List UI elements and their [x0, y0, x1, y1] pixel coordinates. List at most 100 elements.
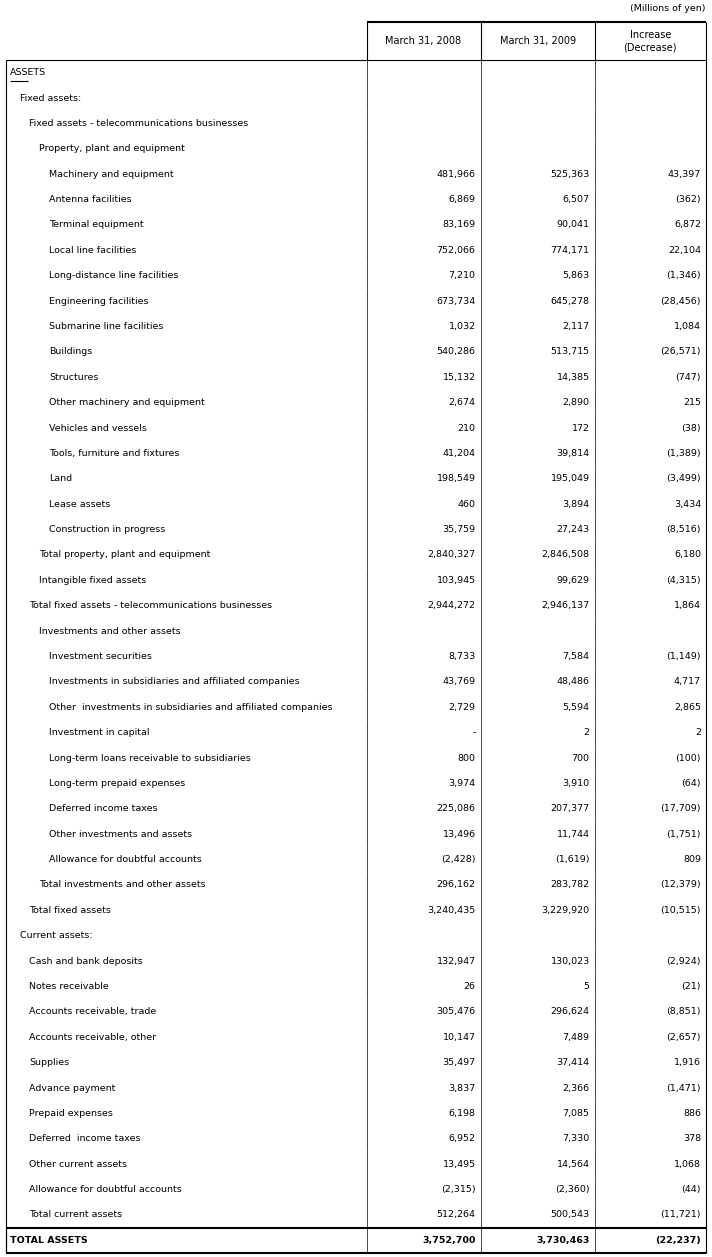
Text: 296,162: 296,162: [436, 880, 476, 890]
Text: March 31, 2009: March 31, 2009: [500, 36, 576, 47]
Text: 283,782: 283,782: [550, 880, 590, 890]
Text: 1,032: 1,032: [449, 322, 476, 331]
Text: 3,910: 3,910: [562, 779, 590, 788]
Text: 5: 5: [584, 982, 590, 991]
Text: Long-term prepaid expenses: Long-term prepaid expenses: [49, 779, 186, 788]
Text: 215: 215: [683, 398, 701, 407]
Text: Allowance for doubtful accounts: Allowance for doubtful accounts: [29, 1185, 182, 1194]
Text: (1,619): (1,619): [555, 855, 590, 864]
Text: Increase
(Decrease): Increase (Decrease): [624, 30, 677, 53]
Text: Vehicles and vessels: Vehicles and vessels: [49, 424, 147, 432]
Text: 7,085: 7,085: [562, 1109, 590, 1117]
Text: Lease assets: Lease assets: [49, 500, 110, 509]
Text: 2,840,327: 2,840,327: [427, 551, 476, 559]
Text: 14,385: 14,385: [557, 373, 590, 382]
Text: 35,759: 35,759: [442, 525, 476, 534]
Text: TOTAL ASSETS: TOTAL ASSETS: [9, 1236, 87, 1244]
Text: (Millions of yen): (Millions of yen): [631, 4, 706, 13]
Text: Deferred  income taxes: Deferred income taxes: [29, 1134, 140, 1144]
Text: (11,721): (11,721): [661, 1210, 701, 1219]
Text: 39,814: 39,814: [557, 449, 590, 458]
Text: Supplies: Supplies: [29, 1058, 69, 1067]
Text: (10,515): (10,515): [661, 906, 701, 915]
Text: 13,495: 13,495: [442, 1160, 476, 1169]
Text: 172: 172: [572, 424, 590, 432]
Text: 3,240,435: 3,240,435: [427, 906, 476, 915]
Text: ASSETS: ASSETS: [9, 68, 46, 77]
Text: 27,243: 27,243: [557, 525, 590, 534]
Text: (28,456): (28,456): [661, 297, 701, 305]
Text: (8,851): (8,851): [666, 1007, 701, 1017]
Text: 296,624: 296,624: [550, 1007, 590, 1017]
Text: 43,397: 43,397: [668, 170, 701, 178]
Text: 6,507: 6,507: [562, 195, 590, 204]
Text: (44): (44): [681, 1185, 701, 1194]
Text: 3,894: 3,894: [562, 500, 590, 509]
Text: 83,169: 83,169: [442, 220, 476, 230]
Text: Property, plant and equipment: Property, plant and equipment: [39, 145, 185, 153]
Text: 1,916: 1,916: [674, 1058, 701, 1067]
Text: 22,104: 22,104: [668, 246, 701, 255]
Text: 90,041: 90,041: [557, 220, 590, 230]
Text: Tools, furniture and fixtures: Tools, furniture and fixtures: [49, 449, 179, 458]
Text: 35,497: 35,497: [442, 1058, 476, 1067]
Text: Machinery and equipment: Machinery and equipment: [49, 170, 174, 178]
Text: 3,229,920: 3,229,920: [542, 906, 590, 915]
Text: 7,330: 7,330: [562, 1134, 590, 1144]
Text: 2,846,508: 2,846,508: [542, 551, 590, 559]
Text: 2,674: 2,674: [449, 398, 476, 407]
Text: 800: 800: [458, 753, 476, 763]
Text: 481,966: 481,966: [436, 170, 476, 178]
Text: 886: 886: [683, 1109, 701, 1117]
Text: 6,869: 6,869: [449, 195, 476, 204]
Text: 4,717: 4,717: [674, 678, 701, 686]
Text: 13,496: 13,496: [442, 830, 476, 838]
Text: 195,049: 195,049: [550, 474, 590, 484]
Text: Construction in progress: Construction in progress: [49, 525, 166, 534]
Text: 6,872: 6,872: [674, 220, 701, 230]
Text: (26,571): (26,571): [661, 347, 701, 357]
Text: 225,086: 225,086: [436, 804, 476, 813]
Text: 37,414: 37,414: [557, 1058, 590, 1067]
Text: Investment securities: Investment securities: [49, 652, 152, 661]
Text: (362): (362): [676, 195, 701, 204]
Text: Antenna facilities: Antenna facilities: [49, 195, 132, 204]
Text: Total fixed assets: Total fixed assets: [29, 906, 111, 915]
Text: Long-distance line facilities: Long-distance line facilities: [49, 272, 179, 280]
Text: 460: 460: [458, 500, 476, 509]
Text: Other  investments in subsidiaries and affiliated companies: Other investments in subsidiaries and af…: [49, 703, 333, 711]
Text: (3,499): (3,499): [666, 474, 701, 484]
Text: Land: Land: [49, 474, 73, 484]
Text: 15,132: 15,132: [442, 373, 476, 382]
Text: Other current assets: Other current assets: [29, 1160, 127, 1169]
Text: (2,657): (2,657): [666, 1033, 701, 1042]
Text: 5,594: 5,594: [562, 703, 590, 711]
Text: 210: 210: [458, 424, 476, 432]
Text: Structures: Structures: [49, 373, 99, 382]
Text: Terminal equipment: Terminal equipment: [49, 220, 144, 230]
Text: Current assets:: Current assets:: [20, 931, 93, 940]
Text: Long-term loans receivable to subsidiaries: Long-term loans receivable to subsidiari…: [49, 753, 251, 763]
Text: 2,890: 2,890: [562, 398, 590, 407]
Text: Total fixed assets - telecommunications businesses: Total fixed assets - telecommunications …: [29, 601, 272, 610]
Text: Fixed assets - telecommunications businesses: Fixed assets - telecommunications busine…: [29, 119, 248, 128]
Text: (2,428): (2,428): [441, 855, 476, 864]
Text: Accounts receivable, trade: Accounts receivable, trade: [29, 1007, 157, 1017]
Text: 513,715: 513,715: [550, 347, 590, 357]
Text: Allowance for doubtful accounts: Allowance for doubtful accounts: [49, 855, 202, 864]
Text: Local line facilities: Local line facilities: [49, 246, 137, 255]
Text: Total current assets: Total current assets: [29, 1210, 122, 1219]
Text: 7,489: 7,489: [562, 1033, 590, 1042]
Text: (1,751): (1,751): [666, 830, 701, 838]
Text: (4,315): (4,315): [666, 576, 701, 585]
Text: (17,709): (17,709): [661, 804, 701, 813]
Text: 130,023: 130,023: [550, 957, 590, 965]
Text: (64): (64): [681, 779, 701, 788]
Text: Advance payment: Advance payment: [29, 1084, 115, 1092]
Text: 6,952: 6,952: [449, 1134, 476, 1144]
Text: Notes receivable: Notes receivable: [29, 982, 109, 991]
Text: 378: 378: [683, 1134, 701, 1144]
Text: 2,729: 2,729: [449, 703, 476, 711]
Text: (1,149): (1,149): [666, 652, 701, 661]
Text: 2,366: 2,366: [562, 1084, 590, 1092]
